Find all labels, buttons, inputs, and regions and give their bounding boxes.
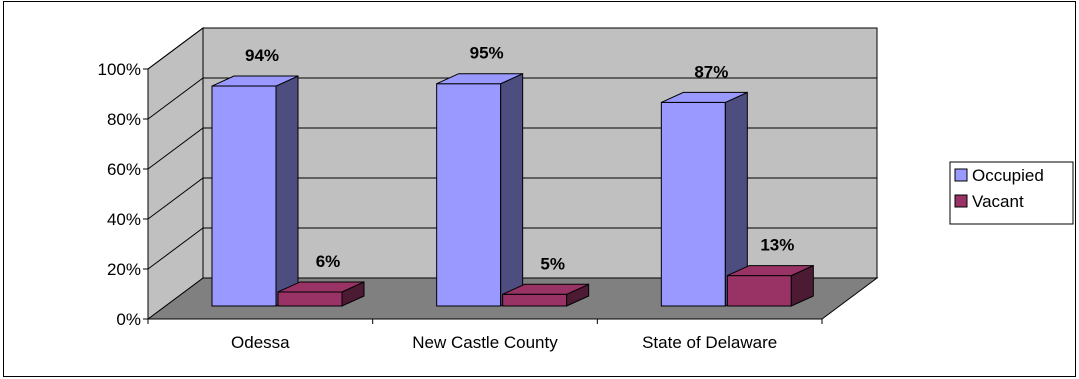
- x-tick-label: Odessa: [231, 333, 290, 352]
- y-tick-label: 20%: [107, 260, 141, 279]
- data-label: 94%: [245, 46, 279, 65]
- y-tick-label: 0%: [116, 310, 141, 329]
- data-labels: 94% 6% 95% 5% 87% 13%: [245, 44, 794, 274]
- bar-occupied-top: [211, 75, 299, 87]
- bars: [211, 72, 814, 307]
- y-axis: 0% 20% 40% 60% 80% 100%: [98, 60, 149, 329]
- bar-occupied-front: [436, 83, 502, 307]
- legend-label: Vacant: [972, 192, 1024, 211]
- bar-vacant-front: [726, 275, 792, 307]
- x-tick-label: State of Delaware: [642, 333, 777, 352]
- x-tick-label: New Castle County: [412, 333, 558, 352]
- gridline: [147, 77, 877, 120]
- y-tick-label: 40%: [107, 210, 141, 229]
- data-label: 87%: [694, 62, 728, 81]
- bar-occupied-front: [211, 85, 277, 307]
- bar-occupied-side: [500, 72, 524, 307]
- legend-box: [949, 161, 1074, 225]
- bar-occupied-front: [660, 101, 726, 307]
- bar-vacant-front: [277, 291, 343, 307]
- legend-swatch: [954, 168, 968, 182]
- data-label: 6%: [316, 252, 341, 271]
- bar-vacant-front: [502, 293, 568, 307]
- legend-label: Occupied: [972, 166, 1044, 185]
- gridline: [147, 27, 877, 70]
- bar-vacant-top: [502, 283, 589, 295]
- data-label: 95%: [470, 44, 504, 63]
- bar-vacant-top: [727, 265, 814, 277]
- gridline: [147, 227, 877, 270]
- y-tick-label: 60%: [107, 160, 141, 179]
- y-tick-label: 100%: [98, 60, 141, 79]
- legend: Occupied Vacant: [949, 161, 1074, 225]
- data-label: 13%: [760, 236, 794, 255]
- gridline: [147, 177, 877, 220]
- legend-swatch: [954, 194, 968, 208]
- gridlines: [147, 27, 877, 270]
- bar-vacant-top: [277, 281, 365, 293]
- bar-occupied-top: [661, 91, 748, 103]
- bar-occupied-top: [436, 73, 523, 85]
- side-wall: [147, 27, 204, 320]
- y-tick-label: 80%: [107, 110, 141, 129]
- x-axis: Odessa New Castle County State of Delaware: [147, 318, 823, 352]
- data-label: 5%: [540, 254, 565, 273]
- bar-occupied-side: [275, 75, 299, 307]
- gridline: [147, 127, 877, 170]
